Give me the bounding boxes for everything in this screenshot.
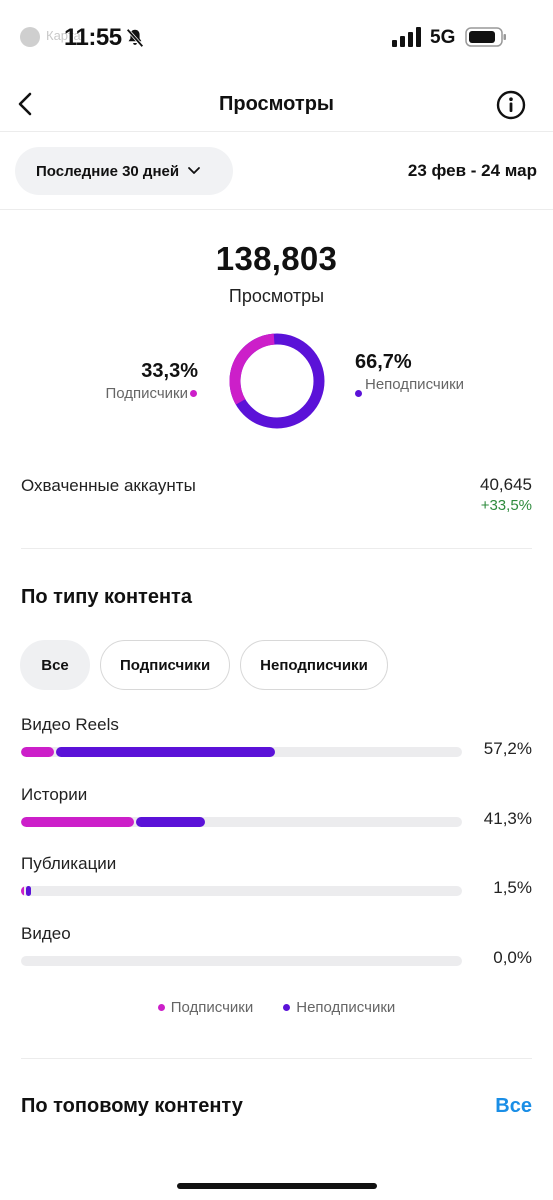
top-content-title: По топовому контенту: [21, 1095, 243, 1117]
network-type: 5G: [430, 27, 456, 48]
followers-percent: 33,3%: [141, 360, 198, 382]
content-row-bar: [21, 886, 462, 896]
bar-non-followers-segment: [136, 817, 206, 827]
home-indicator[interactable]: [177, 1183, 377, 1189]
reached-accounts-label: Охваченные аккаунты: [21, 476, 196, 495]
page-title: Просмотры: [218, 93, 334, 115]
content-row-percent: 0,0%: [493, 948, 532, 967]
non-followers-label: Неподписчики: [365, 376, 465, 393]
filter-chip-non-followers[interactable]: Неподписчики: [240, 640, 388, 690]
content-row-percent: 41,3%: [483, 809, 532, 828]
legend-dot-non-followers: [283, 1004, 291, 1011]
content-row-name: Публикации: [21, 854, 117, 873]
content-row-bar: [21, 747, 462, 757]
legend-dot-followers: [157, 1004, 165, 1011]
total-views-label: Просмотры: [228, 286, 325, 306]
legend-non-followers: Неподписчики: [283, 999, 395, 1016]
content-row-percent: 1,5%: [493, 878, 532, 897]
donut-followers-segment: [229, 333, 325, 429]
carrier-logo-icon: [20, 27, 40, 47]
bar-followers-segment: [21, 886, 24, 896]
filter-chip-followers[interactable]: Подписчики: [100, 640, 231, 690]
legend-non-followers-label: Неподписчики: [296, 999, 396, 1016]
non-followers-percent: 66,7%: [355, 351, 412, 373]
bar-followers-segment: [21, 747, 55, 757]
content-row-name: Видео Reels: [21, 715, 119, 734]
chevron-down-icon: [188, 167, 200, 174]
bar-non-followers-segment: [26, 886, 31, 896]
reached-accounts-delta: +33,5%: [480, 497, 532, 514]
date-range: 23 фев - 24 мар: [407, 161, 537, 180]
info-icon[interactable]: [496, 90, 526, 120]
non-followers-legend-dot: [355, 390, 362, 397]
reached-accounts-value: 40,645: [480, 475, 532, 494]
divider: [21, 1058, 532, 1059]
content-row-name: Видео: [21, 924, 71, 943]
divider: [21, 548, 532, 549]
total-views-value: 138,803: [215, 240, 338, 277]
legend-followers: Подписчики: [157, 999, 254, 1016]
period-bar: Последние 30 дней 23 фев - 24 мар: [0, 132, 553, 210]
bar-non-followers-segment: [56, 747, 276, 757]
content-row-percent: 57,2%: [483, 739, 532, 758]
status-bar: Карта 11:55 5G: [0, 0, 553, 76]
clock: 11:55: [64, 24, 122, 51]
filter-chip-all[interactable]: Все: [20, 640, 90, 690]
cellular-signal-icon: [392, 27, 421, 47]
content-row-bar: [21, 956, 462, 966]
period-selector-label: Последние 30 дней: [36, 162, 180, 180]
carrier-label: Карта: [46, 28, 81, 43]
content-row-name: Истории: [21, 785, 88, 804]
chevron-left-icon[interactable]: [12, 90, 40, 118]
top-content-all-link[interactable]: Все: [495, 1095, 532, 1117]
top-bar: Просмотры: [0, 76, 553, 132]
battery-icon: [465, 27, 506, 47]
followers-label: Подписчики: [105, 385, 188, 402]
bell-muted-icon: [126, 28, 144, 48]
content-type-title: По типу контента: [21, 586, 192, 608]
content-filter-chips: Все Подписчики Неподписчики: [20, 640, 388, 690]
bar-followers-segment: [21, 817, 135, 827]
followers-donut-chart: [229, 333, 325, 429]
period-selector[interactable]: Последние 30 дней: [15, 147, 233, 195]
content-row-bar: [21, 817, 462, 827]
followers-legend-dot: [190, 390, 197, 397]
legend-followers-label: Подписчики: [170, 999, 254, 1016]
bars-legend: Подписчики Неподписчики: [0, 999, 553, 1016]
